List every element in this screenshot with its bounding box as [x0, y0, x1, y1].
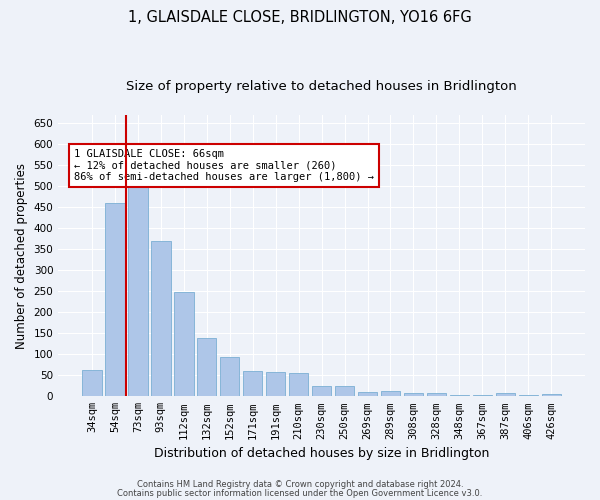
Bar [542, 394, 561, 396]
Bar [151, 241, 170, 396]
Bar [197, 338, 217, 396]
Bar [174, 292, 194, 397]
Bar [266, 372, 286, 396]
Text: 1 GLAISDALE CLOSE: 66sqm
← 12% of detached houses are smaller (260)
86% of semi-: 1 GLAISDALE CLOSE: 66sqm ← 12% of detach… [74, 149, 374, 182]
X-axis label: Distribution of detached houses by size in Bridlington: Distribution of detached houses by size … [154, 447, 489, 460]
Bar [220, 358, 239, 397]
Text: 1, GLAISDALE CLOSE, BRIDLINGTON, YO16 6FG: 1, GLAISDALE CLOSE, BRIDLINGTON, YO16 6F… [128, 10, 472, 25]
Bar [496, 394, 515, 396]
Bar [427, 394, 446, 396]
Bar [243, 371, 262, 396]
Bar [289, 373, 308, 396]
Text: Contains public sector information licensed under the Open Government Licence v3: Contains public sector information licen… [118, 488, 482, 498]
Bar [381, 392, 400, 396]
Text: Contains HM Land Registry data © Crown copyright and database right 2024.: Contains HM Land Registry data © Crown c… [137, 480, 463, 489]
Bar [128, 178, 148, 396]
Bar [312, 386, 331, 396]
Y-axis label: Number of detached properties: Number of detached properties [15, 162, 28, 348]
Bar [105, 203, 125, 396]
Bar [335, 386, 355, 396]
Title: Size of property relative to detached houses in Bridlington: Size of property relative to detached ho… [126, 80, 517, 93]
Bar [449, 394, 469, 396]
Bar [404, 394, 423, 396]
Bar [82, 370, 101, 396]
Bar [358, 392, 377, 396]
Bar [518, 395, 538, 396]
